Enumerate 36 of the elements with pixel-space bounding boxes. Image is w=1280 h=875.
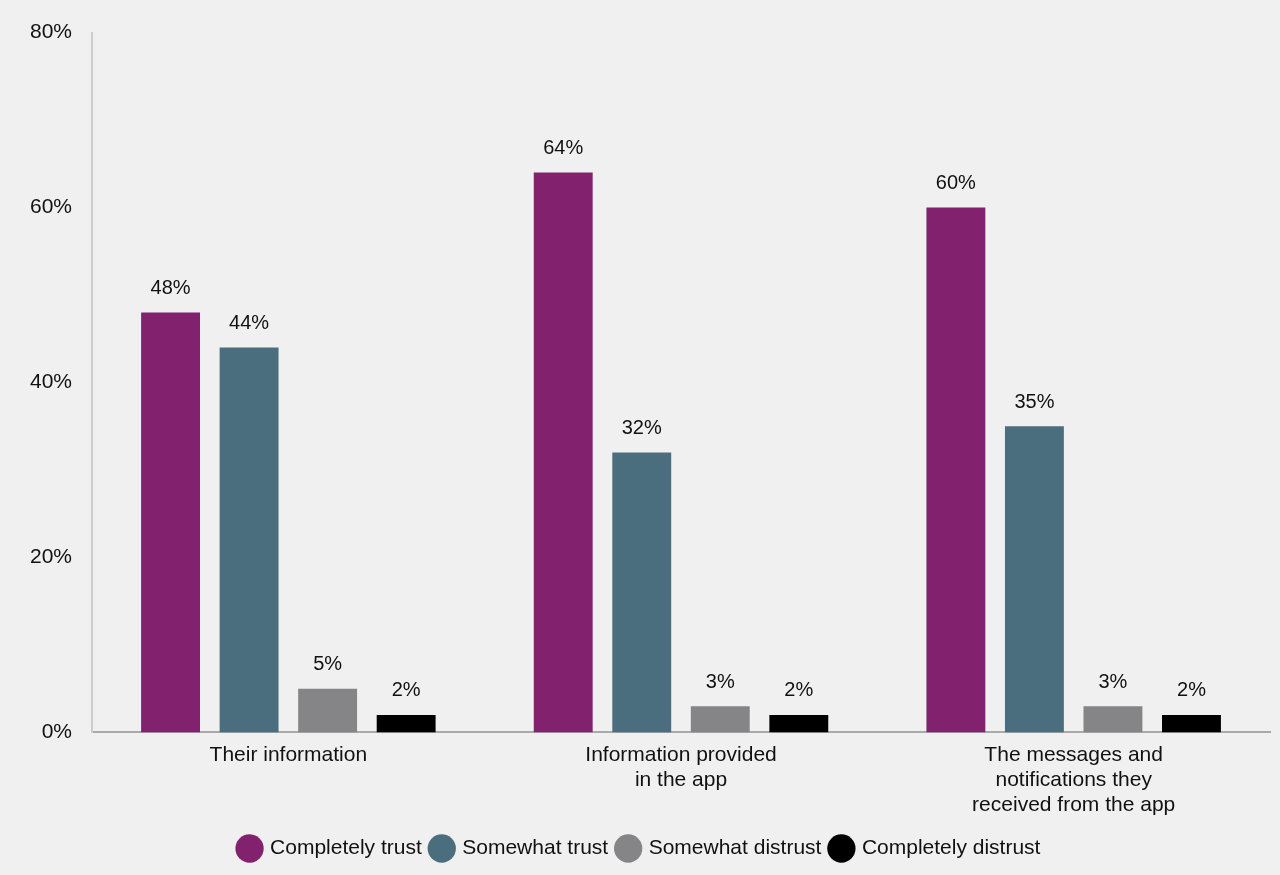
data-label: 2% [1177, 678, 1207, 701]
bar [298, 688, 358, 733]
bar [1162, 714, 1221, 733]
legend-label: Completely trust [270, 835, 422, 859]
bar [926, 207, 986, 733]
x-tick-label: Information provided in the app [585, 741, 777, 790]
legend-label: Completely distrust [861, 835, 1041, 859]
data-label: 48% [150, 276, 191, 299]
bar [533, 172, 593, 733]
data-label: 35% [1014, 389, 1055, 412]
bar [219, 347, 279, 733]
data-label: 2% [784, 678, 814, 701]
data-label: 3% [1098, 669, 1128, 692]
legend-label: Somewhat trust [462, 835, 609, 859]
x-tick-label: Their information [209, 741, 368, 765]
y-tick-label: 40% [30, 369, 73, 393]
data-label: 32% [621, 416, 662, 438]
data-label: 2% [391, 678, 421, 701]
y-tick-label: 20% [30, 544, 73, 568]
bar [612, 452, 672, 733]
data-label: 5% [313, 652, 343, 675]
data-label: 60% [935, 171, 977, 194]
y-tick-label: 60% [30, 194, 73, 218]
bar [376, 714, 436, 733]
bar [141, 312, 201, 733]
x-tick-label: The messages and notifications they received from the app [972, 741, 1176, 816]
bar [690, 706, 750, 733]
data-label: 64% [543, 136, 584, 159]
bar [1004, 426, 1064, 733]
data-label: 3% [705, 669, 735, 692]
bar [769, 714, 829, 733]
y-tick-label: 80% [30, 19, 73, 43]
legend-label: Somewhat distrust [648, 835, 822, 859]
y-tick-label: 0% [41, 719, 73, 743]
bar [1083, 706, 1143, 733]
data-label: 44% [229, 311, 270, 334]
